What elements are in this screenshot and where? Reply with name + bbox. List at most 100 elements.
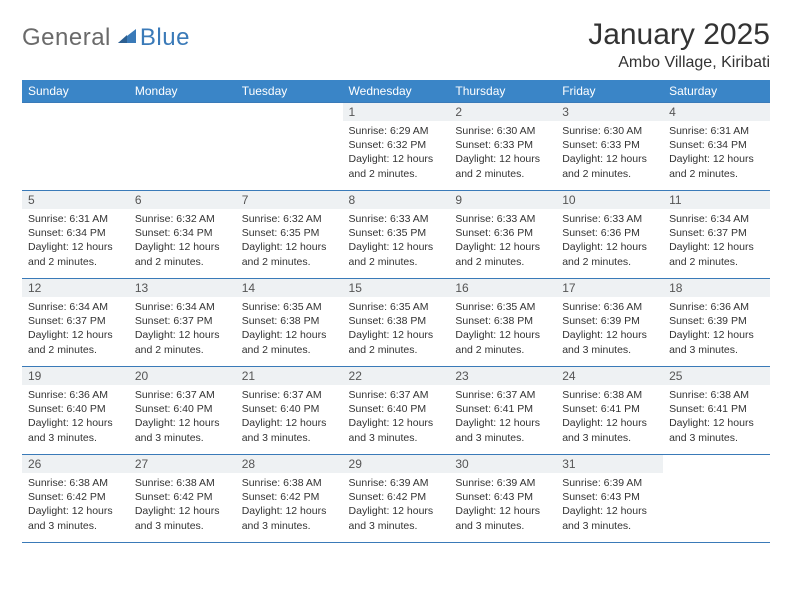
sunrise-text: Sunrise: 6:33 AM [562, 212, 657, 226]
daylight-text: Daylight: 12 hours and 3 minutes. [349, 504, 444, 532]
day-content: Sunrise: 6:35 AMSunset: 6:38 PMDaylight:… [343, 297, 450, 361]
day-number: 7 [236, 191, 343, 209]
weekday-header: Wednesday [343, 80, 450, 103]
day-content: Sunrise: 6:30 AMSunset: 6:33 PMDaylight:… [556, 121, 663, 185]
calendar-cell: 13Sunrise: 6:34 AMSunset: 6:37 PMDayligh… [129, 279, 236, 367]
sunrise-text: Sunrise: 6:38 AM [135, 476, 230, 490]
calendar-cell: 3Sunrise: 6:30 AMSunset: 6:33 PMDaylight… [556, 103, 663, 191]
day-number: 29 [343, 455, 450, 473]
calendar-cell: 16Sunrise: 6:35 AMSunset: 6:38 PMDayligh… [449, 279, 556, 367]
day-number: 14 [236, 279, 343, 297]
sunrise-text: Sunrise: 6:35 AM [455, 300, 550, 314]
sunset-text: Sunset: 6:43 PM [455, 490, 550, 504]
daylight-text: Daylight: 12 hours and 3 minutes. [242, 504, 337, 532]
calendar-cell: 5Sunrise: 6:31 AMSunset: 6:34 PMDaylight… [22, 191, 129, 279]
day-content: Sunrise: 6:38 AMSunset: 6:42 PMDaylight:… [129, 473, 236, 537]
calendar-cell: 8Sunrise: 6:33 AMSunset: 6:35 PMDaylight… [343, 191, 450, 279]
calendar-cell: 24Sunrise: 6:38 AMSunset: 6:41 PMDayligh… [556, 367, 663, 455]
daylight-text: Daylight: 12 hours and 2 minutes. [349, 240, 444, 268]
month-title: January 2025 [588, 18, 770, 52]
calendar-cell [22, 103, 129, 191]
day-number: 6 [129, 191, 236, 209]
day-content: Sunrise: 6:37 AMSunset: 6:40 PMDaylight:… [343, 385, 450, 449]
day-number: 23 [449, 367, 556, 385]
day-number: 30 [449, 455, 556, 473]
calendar-cell [129, 103, 236, 191]
day-content: Sunrise: 6:33 AMSunset: 6:36 PMDaylight:… [556, 209, 663, 273]
calendar-cell: 9Sunrise: 6:33 AMSunset: 6:36 PMDaylight… [449, 191, 556, 279]
calendar-cell: 10Sunrise: 6:33 AMSunset: 6:36 PMDayligh… [556, 191, 663, 279]
sunset-text: Sunset: 6:38 PM [242, 314, 337, 328]
calendar-week: 1 Sunrise: 6:29 AMSunset: 6:32 PMDaylight… [22, 103, 770, 191]
daylight-text: Daylight: 12 hours and 3 minutes. [669, 328, 764, 356]
sunset-text: Sunset: 6:40 PM [135, 402, 230, 416]
sunrise-text: Sunrise: 6:38 AM [562, 388, 657, 402]
daylight-text: Daylight: 12 hours and 2 minutes. [455, 328, 550, 356]
daylight-text: Daylight: 12 hours and 2 minutes. [562, 240, 657, 268]
daylight-text: Daylight: 12 hours and 3 minutes. [455, 416, 550, 444]
calendar-header-row: SundayMondayTuesdayWednesdayThursdayFrid… [22, 80, 770, 103]
sunset-text: Sunset: 6:39 PM [669, 314, 764, 328]
calendar-cell: 30 Sunrise: 6:39 AMSunset: 6:43 PMDayligh… [449, 455, 556, 543]
day-number: 16 [449, 279, 556, 297]
sunset-text: Sunset: 6:35 PM [242, 226, 337, 240]
day-content: Sunrise: 6:39 AMSunset: 6:43 PMDaylight:… [556, 473, 663, 537]
sunset-text: Sunset: 6:41 PM [669, 402, 764, 416]
logo-text-general: General [22, 24, 111, 52]
calendar-cell: 31Sunrise: 6:39 AMSunset: 6:43 PMDayligh… [556, 455, 663, 543]
day-number: 4 [663, 103, 770, 121]
sunset-text: Sunset: 6:32 PM [349, 138, 444, 152]
header: General Blue January 2025 Ambo Village, … [22, 18, 770, 72]
weekday-header: Thursday [449, 80, 556, 103]
sunset-text: Sunset: 6:34 PM [135, 226, 230, 240]
sunrise-text: Sunrise: 6:33 AM [349, 212, 444, 226]
sunrise-text: Sunrise: 6:30 AM [562, 124, 657, 138]
day-number: 11 [663, 191, 770, 209]
daylight-text: Daylight: 12 hours and 3 minutes. [455, 504, 550, 532]
calendar-cell: 29Sunrise: 6:39 AMSunset: 6:42 PMDayligh… [343, 455, 450, 543]
daylight-text: Daylight: 12 hours and 2 minutes. [28, 328, 123, 356]
sunset-text: Sunset: 6:35 PM [349, 226, 444, 240]
sunrise-text: Sunrise: 6:37 AM [455, 388, 550, 402]
calendar-cell: 27Sunrise: 6:38 AMSunset: 6:42 PMDayligh… [129, 455, 236, 543]
day-number: 9 [449, 191, 556, 209]
sunset-text: Sunset: 6:43 PM [562, 490, 657, 504]
sunrise-text: Sunrise: 6:35 AM [242, 300, 337, 314]
day-content: Sunrise: 6:33 AMSunset: 6:36 PMDaylight:… [449, 209, 556, 273]
sunset-text: Sunset: 6:33 PM [562, 138, 657, 152]
day-content: Sunrise: 6:34 AMSunset: 6:37 PMDaylight:… [22, 297, 129, 361]
daylight-text: Daylight: 12 hours and 2 minutes. [28, 240, 123, 268]
logo-text-blue: Blue [140, 24, 190, 52]
day-number: 17 [556, 279, 663, 297]
sunrise-text: Sunrise: 6:39 AM [455, 476, 550, 490]
calendar-week: 12Sunrise: 6:34 AMSunset: 6:37 PMDayligh… [22, 279, 770, 367]
calendar-week: 19Sunrise: 6:36 AMSunset: 6:40 PMDayligh… [22, 367, 770, 455]
daylight-text: Daylight: 12 hours and 2 minutes. [242, 240, 337, 268]
sunrise-text: Sunrise: 6:29 AM [349, 124, 444, 138]
day-content: Sunrise: 6:36 AMSunset: 6:39 PMDaylight:… [556, 297, 663, 361]
daylight-text: Daylight: 12 hours and 3 minutes. [562, 504, 657, 532]
daylight-text: Daylight: 12 hours and 2 minutes. [669, 240, 764, 268]
weekday-header: Tuesday [236, 80, 343, 103]
sunset-text: Sunset: 6:36 PM [562, 226, 657, 240]
day-number: 1 [343, 103, 450, 121]
day-number: 26 [22, 455, 129, 473]
day-content: Sunrise: 6:34 AMSunset: 6:37 PMDaylight:… [129, 297, 236, 361]
daylight-text: Daylight: 12 hours and 3 minutes. [135, 504, 230, 532]
sunrise-text: Sunrise: 6:34 AM [28, 300, 123, 314]
daylight-text: Daylight: 12 hours and 3 minutes. [28, 504, 123, 532]
day-number: 15 [343, 279, 450, 297]
daylight-text: Daylight: 12 hours and 2 minutes. [135, 240, 230, 268]
day-number: 3 [556, 103, 663, 121]
sunset-text: Sunset: 6:34 PM [669, 138, 764, 152]
calendar-cell: 21Sunrise: 6:37 AMSunset: 6:40 PMDayligh… [236, 367, 343, 455]
sunset-text: Sunset: 6:34 PM [28, 226, 123, 240]
sunrise-text: Sunrise: 6:38 AM [242, 476, 337, 490]
day-content: Sunrise: 6:35 AMSunset: 6:38 PMDaylight:… [236, 297, 343, 361]
day-content: Sunrise: 6:33 AMSunset: 6:35 PMDaylight:… [343, 209, 450, 273]
daylight-text: Daylight: 12 hours and 2 minutes. [349, 152, 444, 180]
daylight-text: Daylight: 12 hours and 2 minutes. [455, 240, 550, 268]
sunrise-text: Sunrise: 6:39 AM [349, 476, 444, 490]
day-content: Sunrise: 6:36 AMSunset: 6:39 PMDaylight:… [663, 297, 770, 361]
day-content: Sunrise: 6:38 AMSunset: 6:42 PMDaylight:… [236, 473, 343, 537]
